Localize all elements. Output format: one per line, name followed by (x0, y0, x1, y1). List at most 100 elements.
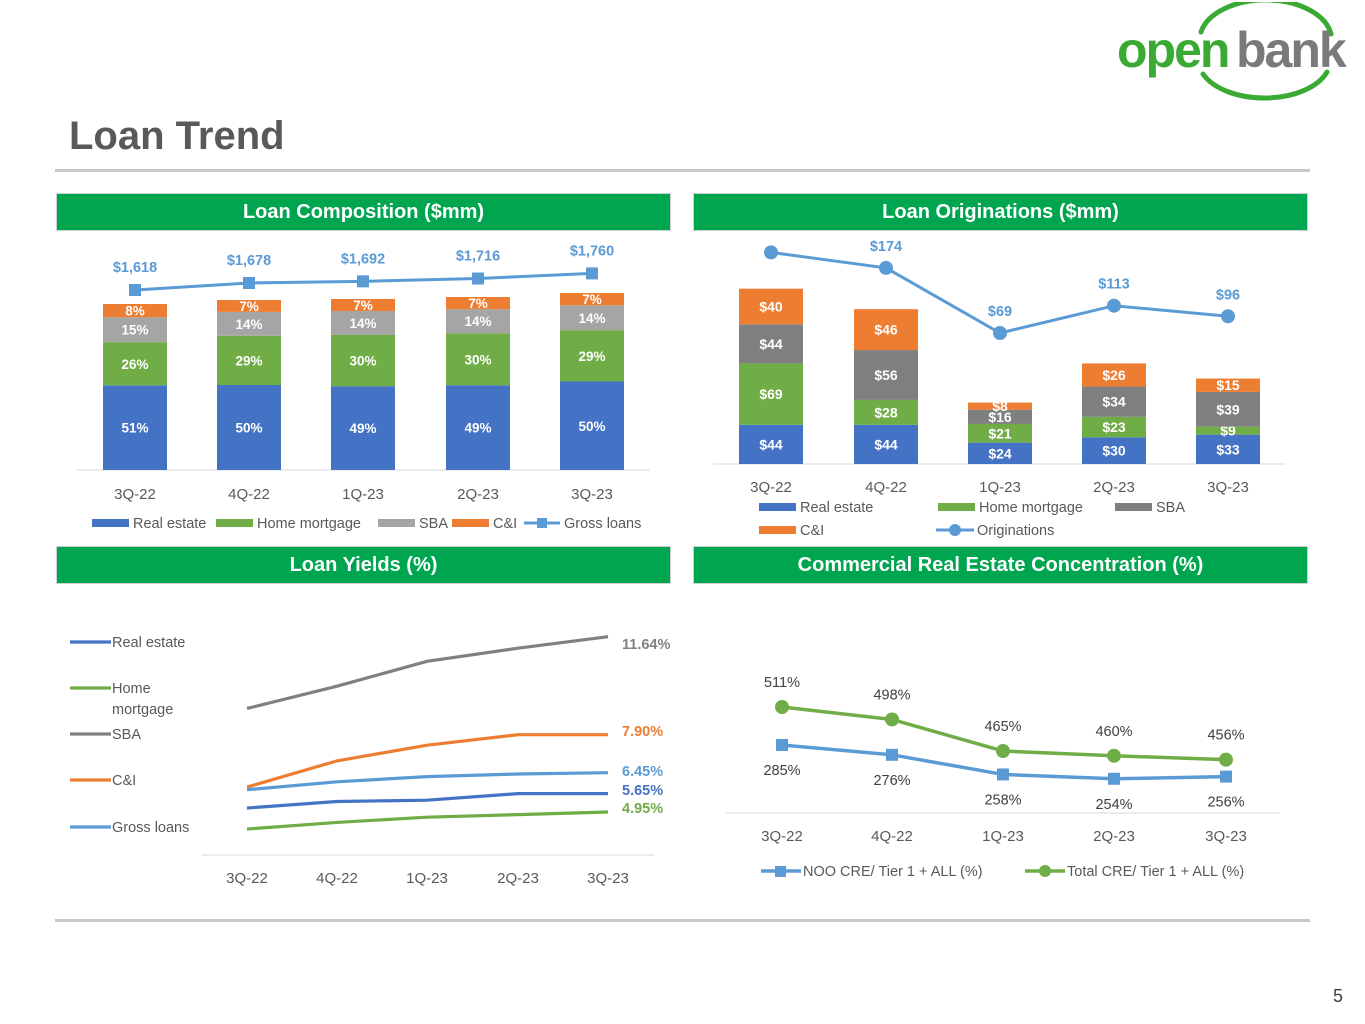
originations-bar-real-estate-3q-22 (739, 424, 803, 464)
cre-total-label: 498% (873, 687, 910, 703)
originations-bar-label: $28 (874, 404, 898, 420)
page-title: Loan Trend (69, 114, 285, 158)
cre-total-label: 460% (1095, 724, 1132, 740)
cre-total-marker (1219, 752, 1233, 767)
logo-open: open (1117, 22, 1228, 78)
composition-gross-loans-label: $1,618 (113, 260, 157, 276)
composition-bar-real-estate-1q-23 (331, 386, 395, 470)
composition-legend-label: C&I (493, 516, 517, 532)
originations-legend-swatch-sba (1115, 503, 1152, 511)
composition-bar-real-estate-3q-22 (103, 385, 167, 470)
yields-end-label-home-mortgage: 4.95% (622, 801, 663, 817)
yields-x-tick: 2Q-23 (497, 870, 539, 887)
cre-total-label: 456% (1207, 728, 1244, 744)
composition-bar-label: 15% (121, 323, 148, 338)
composition-legend-label: Home mortgage (257, 516, 361, 532)
originations-bar-label: $34 (1102, 394, 1126, 410)
originations-bar-label: $46 (874, 322, 898, 338)
composition-x-tick: 1Q-23 (342, 486, 384, 503)
yields-line-sba (246, 635, 609, 711)
cre-noo-marker (1220, 770, 1232, 783)
composition-bar-label: 8% (125, 304, 145, 319)
composition-bar-label: 29% (578, 349, 605, 364)
originations-legend-label: C&I (800, 523, 824, 539)
composition-gross-loans-label: $1,716 (456, 249, 500, 265)
cre-noo-label: 258% (984, 792, 1021, 808)
composition-header: Loan Composition ($mm) (56, 193, 671, 231)
cre-total-marker (996, 744, 1010, 759)
originations-total-marker (1221, 309, 1235, 324)
originations-total-label: $96 (1216, 287, 1240, 303)
originations-total-label: $69 (988, 304, 1012, 320)
yields-line-real-estate (246, 792, 608, 810)
originations-legend-label: Originations (977, 523, 1054, 539)
yields-end-label-c-i: 7.90% (622, 724, 663, 740)
composition-bar-label: 14% (578, 311, 605, 326)
composition-legend-label: SBA (419, 516, 448, 532)
composition-bar-label: 7% (353, 298, 373, 313)
originations-bar-label: $44 (759, 336, 783, 352)
cre-x-tick: 3Q-23 (1205, 828, 1247, 845)
cre-noo-label: 285% (763, 763, 800, 779)
composition-gross-loans-label: $1,760 (570, 243, 614, 259)
footer-divider (55, 919, 1310, 922)
originations-bar-label: $69 (759, 386, 783, 402)
originations-legend-swatch-real-estate (759, 503, 796, 511)
composition-bar-label: 14% (464, 314, 491, 329)
yields-line-home-mortgage (246, 810, 609, 831)
composition-x-tick: 4Q-22 (228, 486, 270, 503)
originations-total-marker (1107, 298, 1121, 313)
originations-bar-label: $44 (759, 436, 783, 452)
originations-bar-home-mortgage-1q-23 (968, 423, 1032, 443)
composition-bar-home-mortgage-2q-23 (446, 333, 510, 386)
yields-end-label-sba: 11.64% (622, 637, 670, 653)
cre-noo-marker (1108, 772, 1120, 785)
cre-legend-label: Total CRE/ Tier 1 + ALL (%) (1067, 864, 1244, 880)
originations-total-marker (879, 260, 893, 275)
originations-bar-label: $15 (1216, 377, 1240, 393)
logo-arc-bottom (1200, 69, 1330, 101)
composition-bar-sba-1q-23 (331, 310, 395, 335)
composition-legend-swatch-c-i (452, 519, 489, 527)
originations-bar-real-estate-1q-23 (968, 442, 1032, 464)
originations-bar-label: $40 (759, 298, 783, 314)
originations-total-label: $113 (1098, 277, 1129, 293)
originations-bar-label: $23 (1102, 419, 1126, 435)
composition-x-tick: 3Q-23 (571, 486, 613, 503)
composition-bar-real-estate-2q-23 (446, 385, 510, 470)
cre-x-tick: 2Q-23 (1093, 828, 1135, 845)
yields-legend-label: SBA (112, 727, 141, 743)
originations-bar-label: $24 (988, 445, 1012, 461)
originations-total-marker (993, 326, 1007, 340)
composition-bar-c-i-2q-23 (446, 297, 510, 310)
composition-gross-loans-marker (243, 276, 255, 289)
cre-x-tick: 1Q-23 (982, 828, 1024, 845)
originations-bar-c-i-3q-23 (1196, 378, 1260, 392)
composition-gross-loans-marker (129, 284, 141, 296)
composition-legend-swatch-real-estate (92, 519, 129, 527)
composition-bar-label: 30% (464, 352, 491, 367)
originations-bar-real-estate-4q-22 (854, 424, 918, 464)
originations-bar-c-i-2q-23 (1082, 363, 1146, 387)
composition-bar-label: 14% (349, 316, 376, 331)
composition-gross-loans-label: $1,678 (227, 253, 271, 269)
originations-bar-home-mortgage-4q-22 (854, 399, 918, 425)
cre-legend-marker-noo (775, 866, 786, 877)
composition-bar-label: 7% (239, 299, 259, 314)
originations-total-label: $199 (755, 238, 787, 239)
originations-bar-label: $33 (1216, 441, 1240, 457)
originations-bar-real-estate-2q-23 (1082, 437, 1146, 464)
originations-bar-label: $8 (992, 398, 1008, 414)
originations-bar-sba-1q-23 (968, 409, 1032, 424)
logo-arc-top (1198, 2, 1334, 37)
originations-legend-marker (949, 524, 961, 536)
composition-bar-label: 50% (235, 421, 262, 436)
composition-bar-sba-4q-22 (217, 311, 281, 336)
composition-bar-label: 49% (464, 421, 491, 436)
cre-total-label: 511% (764, 675, 800, 691)
originations-bar-home-mortgage-3q-22 (739, 363, 803, 425)
yields-legend-label: Home mortgage (112, 681, 173, 718)
composition-bar-label: 7% (582, 292, 602, 307)
title-divider (55, 169, 1310, 172)
composition-bar-real-estate-4q-22 (217, 385, 281, 470)
